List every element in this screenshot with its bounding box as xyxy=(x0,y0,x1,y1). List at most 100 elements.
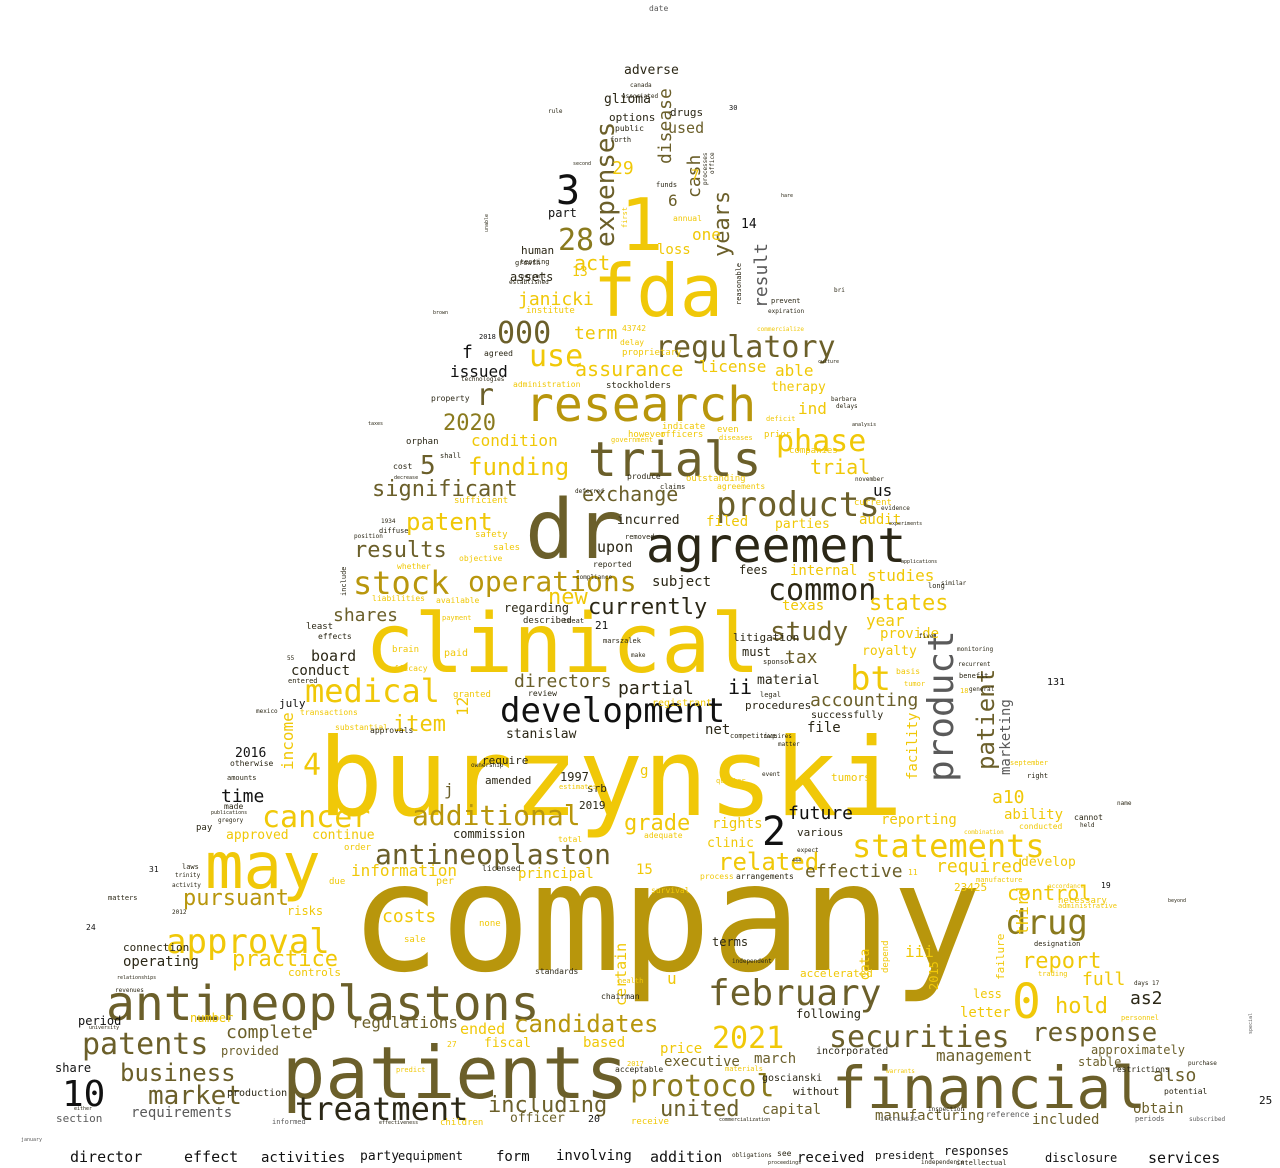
word-otherwise: otherwise xyxy=(230,759,274,768)
word-legal: legal xyxy=(760,691,781,699)
word-subject: subject xyxy=(652,574,711,590)
word-royalty: royalty xyxy=(862,644,917,659)
word-inspection: inspection xyxy=(928,1106,965,1113)
word-board: board xyxy=(311,647,356,665)
word-full: full xyxy=(1082,969,1125,990)
word-testing: testing xyxy=(520,258,550,266)
word-ownership: ownership xyxy=(471,762,504,769)
word-section: section xyxy=(56,1112,102,1125)
word-manufacture: manufacture xyxy=(976,876,1022,884)
word-growth: growth xyxy=(515,259,540,267)
word-goscianski: goscianski xyxy=(762,1073,822,1084)
word-pay: pay xyxy=(196,823,213,833)
word-established: established xyxy=(509,279,549,286)
word-report: report xyxy=(1022,949,1101,974)
word-hold: hold xyxy=(1055,994,1108,1019)
word-controls: controls xyxy=(288,966,341,979)
word-commercialization: commercialization xyxy=(719,1117,770,1123)
word-2015: 2015 xyxy=(927,961,941,990)
word-effectiveness: effectiveness xyxy=(379,1120,418,1126)
word-connection: connection xyxy=(123,941,189,954)
word-result: result xyxy=(751,243,772,308)
word-process: process xyxy=(700,872,734,881)
word-marketing: marketing xyxy=(998,699,1014,775)
word-canada: canada xyxy=(630,82,652,89)
word-r: r xyxy=(476,378,494,413)
word-expenses: expenses xyxy=(591,122,621,247)
word-agreed: agreed xyxy=(484,349,513,358)
word-research: research xyxy=(525,377,756,433)
word-five: five xyxy=(919,633,934,640)
word-sales: sales xyxy=(493,543,520,553)
word-september: september xyxy=(1010,759,1048,767)
word-time: time xyxy=(221,786,264,807)
word-percent: percent xyxy=(521,273,547,280)
word-produce: produce xyxy=(627,472,661,481)
word-a10: a10 xyxy=(992,787,1025,808)
word-19: 19 xyxy=(1101,881,1111,890)
word-liabilities: liabilities xyxy=(372,594,425,603)
word-due: due xyxy=(329,877,345,887)
word-granted: granted xyxy=(453,690,491,700)
word-17: 17 xyxy=(1152,980,1160,987)
word-2016: 2016 xyxy=(235,746,266,761)
word-patients: patients xyxy=(282,1031,629,1115)
word-medical: medical xyxy=(305,672,440,710)
word-paid: paid xyxy=(444,648,468,659)
word-18: 18 xyxy=(960,687,968,695)
word-reported: reported xyxy=(593,560,632,569)
word-health: health xyxy=(618,977,643,985)
word-activities: activities xyxy=(261,1150,345,1166)
word-hare: hare xyxy=(781,193,793,199)
word-term: term xyxy=(574,323,617,344)
word-accordance: accordance xyxy=(1048,883,1085,890)
word-receive: receive xyxy=(631,1117,669,1127)
word-grade: grade xyxy=(624,811,690,836)
word-restrictions: restrictions xyxy=(1112,1065,1170,1074)
word-upon: upon xyxy=(597,538,633,556)
word-production: production xyxy=(227,1088,287,1099)
word-certain: certain xyxy=(612,943,630,1006)
word-matters: matters xyxy=(108,894,138,902)
word-adverse: adverse xyxy=(624,63,679,78)
word-significant: significant xyxy=(372,477,518,502)
word-future: future xyxy=(788,803,853,824)
word-approval: approval xyxy=(166,922,330,962)
word-designation: designation xyxy=(1034,940,1080,948)
word-antineoplastons: antineoplastons xyxy=(106,976,539,1032)
word-disclosure: disclosure xyxy=(1045,1151,1117,1165)
word-30: 30 xyxy=(729,104,737,112)
word-necessary: necessary xyxy=(1058,896,1107,906)
word-protocol: protocol xyxy=(630,1069,775,1104)
word-processes: processes xyxy=(702,152,709,185)
word-experiments: experiments xyxy=(889,521,922,527)
word-adequate: adequate xyxy=(644,831,683,840)
word-delay: delay xyxy=(620,338,644,347)
word-litigation: litigation xyxy=(733,631,799,644)
word-therapy: therapy xyxy=(771,380,826,395)
word-human: human xyxy=(521,244,554,257)
word-financial: financial xyxy=(832,1054,1146,1122)
word-131: 131 xyxy=(1047,677,1065,688)
word-clinical: clinical xyxy=(365,597,760,692)
word-mexico: mexico xyxy=(256,708,278,715)
word-item: item xyxy=(393,712,446,737)
word-indicate: indicate xyxy=(662,422,705,432)
word-trial: trial xyxy=(810,455,870,479)
word-companies: companies xyxy=(789,446,838,456)
word-following: following xyxy=(796,1007,861,1021)
word-27: 27 xyxy=(447,1040,457,1049)
word-survival: survival xyxy=(651,886,690,895)
word-2: 2 xyxy=(762,809,786,855)
word-least: least xyxy=(306,622,333,632)
word-use: use xyxy=(529,339,583,374)
word-stockholders: stockholders xyxy=(606,381,671,391)
word-predict: predict xyxy=(396,1066,426,1074)
word-15: 15 xyxy=(636,862,653,878)
word-addition: addition xyxy=(650,1148,722,1166)
word-second: second xyxy=(573,161,591,167)
word-procedures: procedures xyxy=(745,699,811,712)
word-results: results xyxy=(354,538,447,563)
word-continue: continue xyxy=(312,828,375,843)
